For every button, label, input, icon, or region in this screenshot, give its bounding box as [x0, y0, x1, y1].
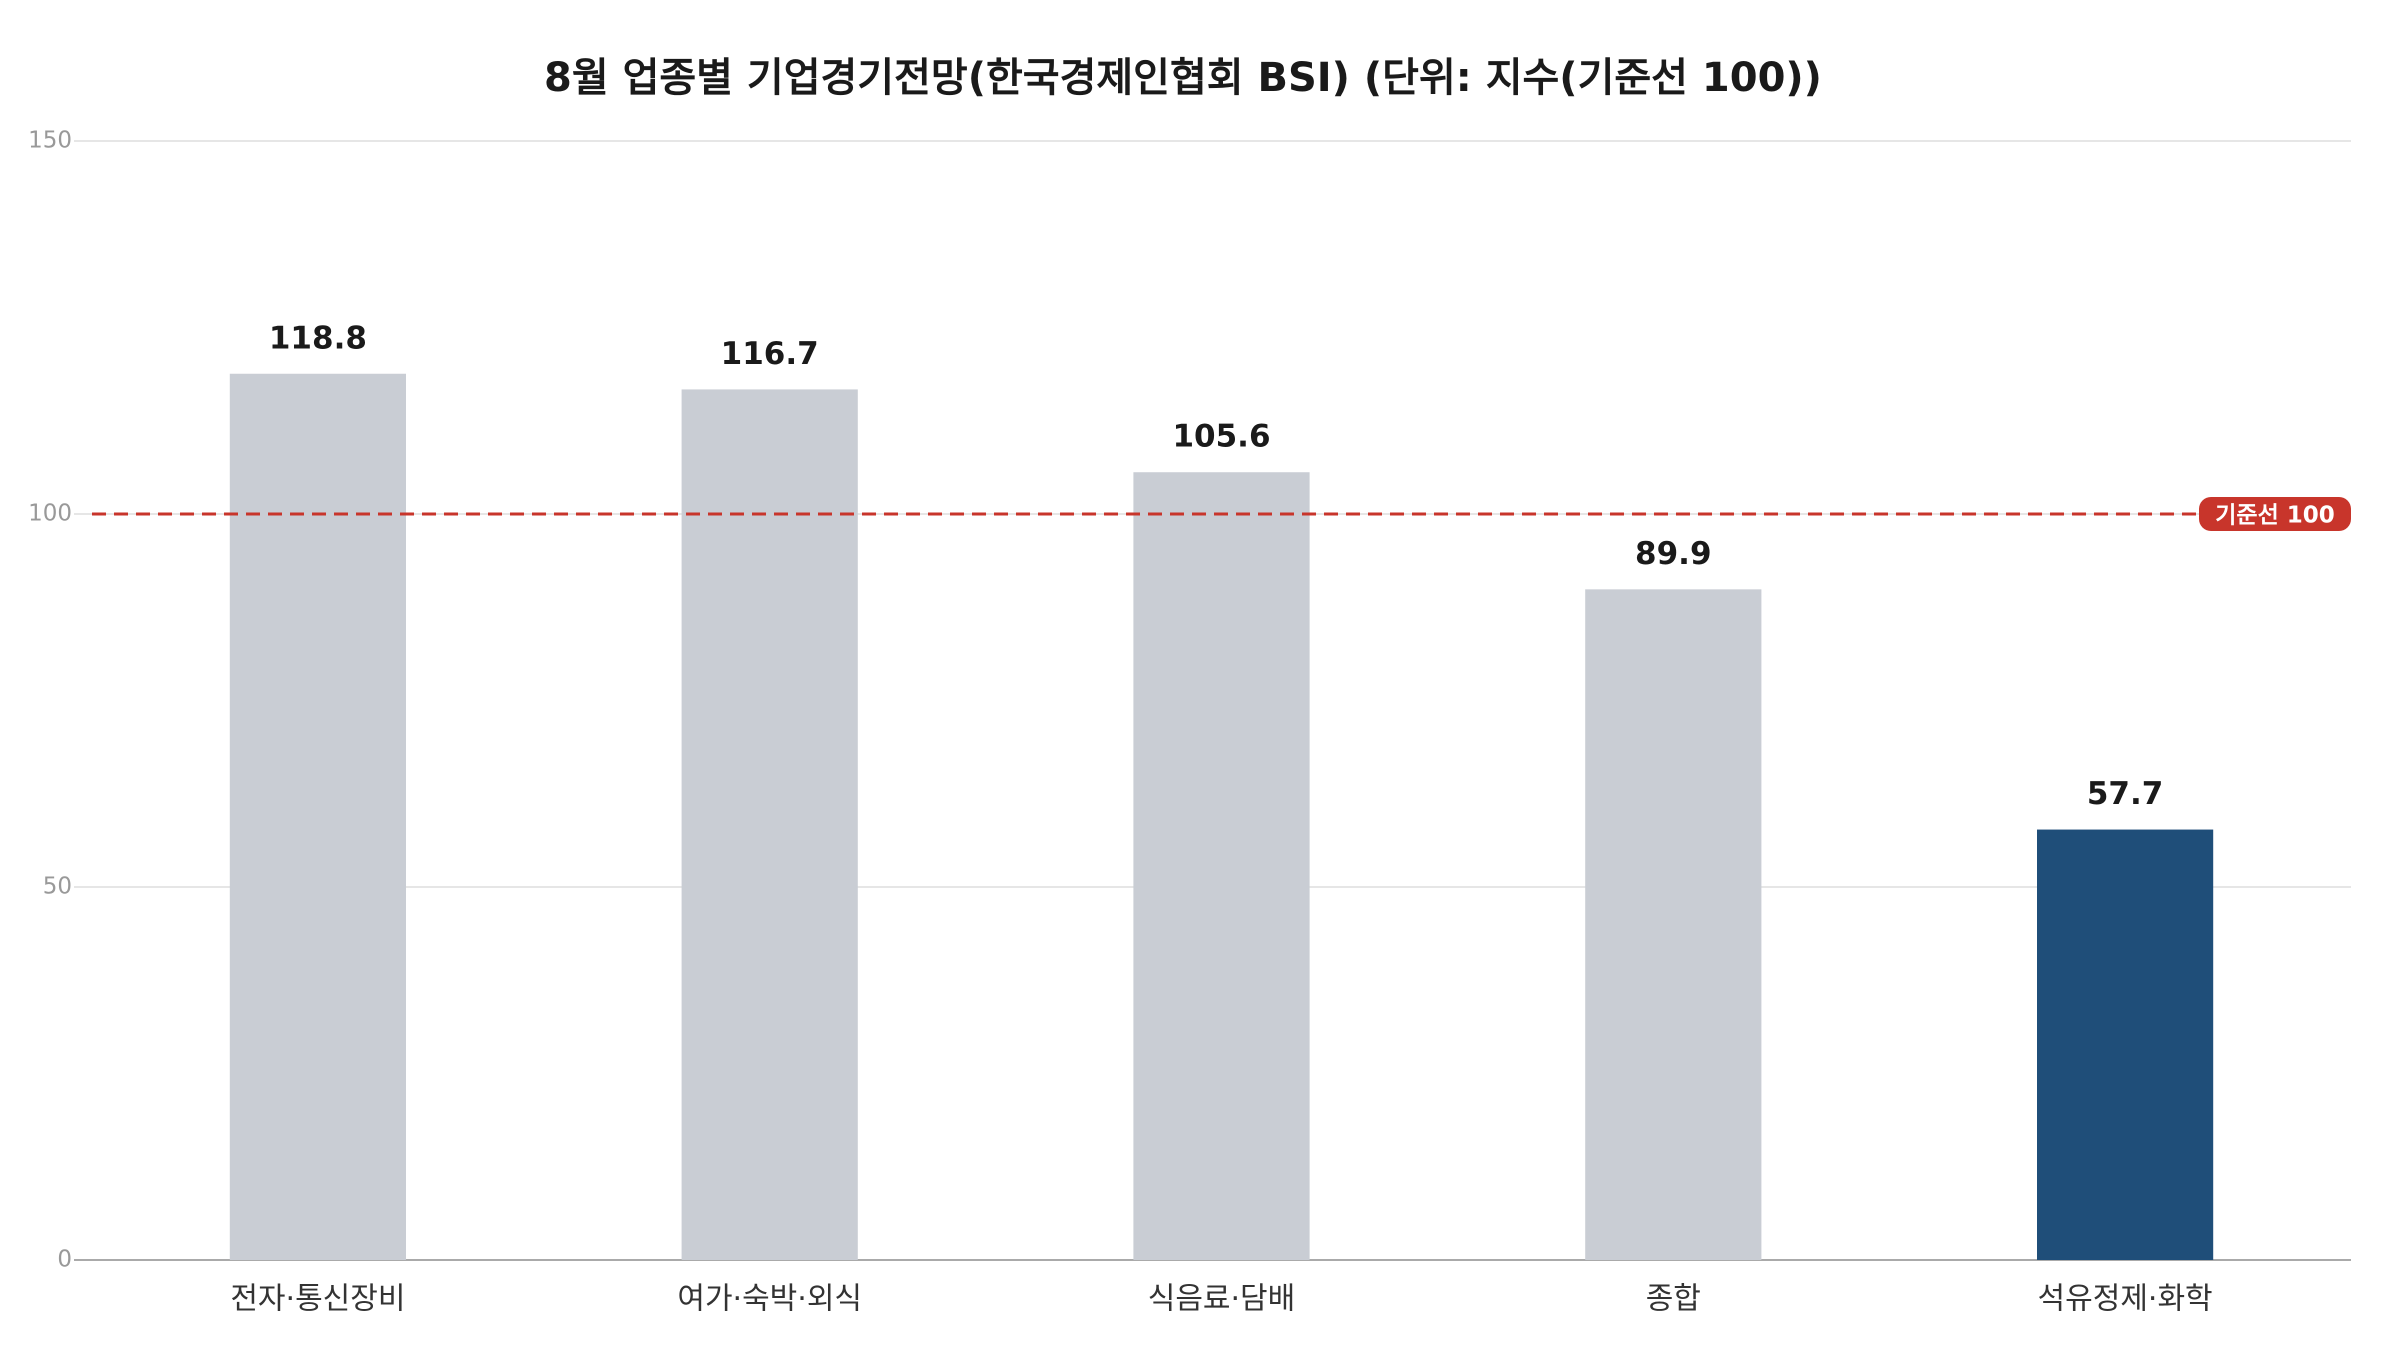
value-label: 116.7 — [721, 336, 819, 372]
value-label: 118.8 — [269, 320, 367, 356]
x-tick-label: 석유정제·화학 — [2038, 1282, 2213, 1317]
bar — [2036, 829, 2214, 1260]
y-tick-label: 0 — [57, 1247, 72, 1273]
chart-title: 8월 업종별 기업경기전망(한국경제인협회 BSI) (단위: 지수(기준선 1… — [544, 55, 1822, 101]
bar — [681, 389, 858, 1261]
value-label: 89.9 — [1635, 536, 1712, 572]
x-tick-label: 식음료·담배 — [1148, 1282, 1296, 1317]
x-tick-label: 종합 — [1646, 1282, 1701, 1317]
x-tick-label: 여가·숙박·외식 — [677, 1282, 862, 1317]
y-tick-label: 150 — [28, 128, 72, 154]
bar — [1133, 472, 1310, 1260]
reference-label-box — [2199, 497, 2351, 531]
bar — [229, 373, 407, 1260]
value-label: 57.7 — [2087, 776, 2164, 812]
bar — [1585, 589, 1762, 1260]
x-tick-label: 전자·통신장비 — [230, 1282, 405, 1317]
y-tick-label: 50 — [43, 874, 72, 900]
reference-label: 기준선 100 — [2215, 503, 2335, 529]
value-label: 105.6 — [1172, 419, 1270, 455]
y-tick-label: 100 — [28, 501, 72, 527]
